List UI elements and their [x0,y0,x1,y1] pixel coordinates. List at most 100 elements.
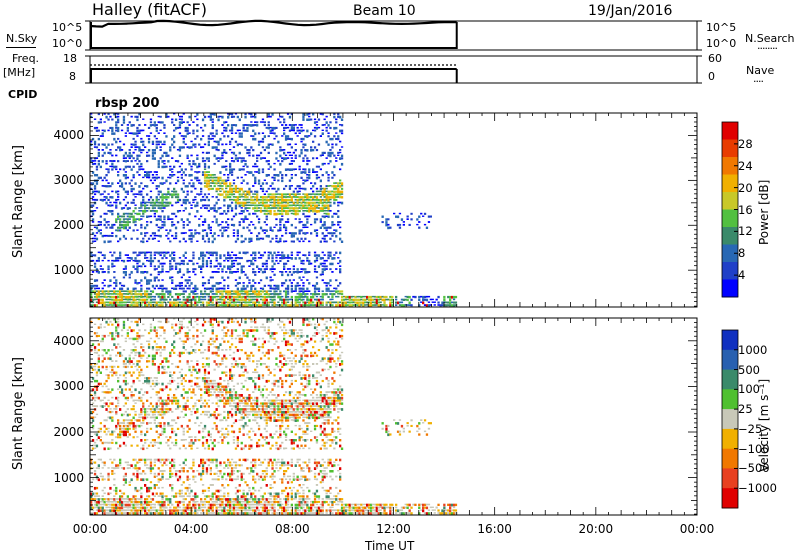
power-cell [142,140,145,143]
power-cell [161,176,164,180]
power-cell [308,251,311,254]
power-cell [329,190,332,193]
power-cell [296,190,299,193]
velocity-cell [115,492,118,495]
velocity-cell [138,374,141,377]
power-cell [300,293,303,296]
power-cell [321,132,324,135]
power-cell [246,201,249,204]
power-cell [93,210,97,212]
power-cell [95,232,99,234]
power-cell [227,287,230,289]
power-cell [196,179,199,182]
power-cell [144,185,147,188]
power-cell [288,210,292,212]
velocity-cell [171,349,174,352]
velocity-cell [93,498,97,501]
velocity-cell [155,329,158,332]
power-cell [217,157,220,159]
power-cell [91,198,95,201]
velocity-cell [173,461,176,464]
power-cell [138,298,141,301]
power-cell [273,187,276,190]
velocity-cell [161,388,164,392]
power-cell [115,301,118,304]
power-cell [294,212,297,216]
power-cell [292,201,295,205]
power-cell [97,176,100,180]
power-cell [188,279,191,282]
power-cell [225,212,228,215]
power-cell [234,187,238,191]
power-cell [117,226,120,229]
power-cell [219,254,222,257]
power-cell [321,237,324,240]
power-cell [128,149,131,151]
power-cell [302,226,305,229]
power-cell [161,210,164,213]
power-cell [232,168,236,171]
power-cell [286,257,290,259]
velocity-cell [167,509,170,511]
velocity-cell [93,416,97,418]
power-cell [192,257,195,260]
power-cell [180,135,183,137]
power-cell [190,282,193,285]
power-cell [229,198,232,201]
power-cell [304,171,307,174]
power-cell [298,304,301,306]
power-cell [263,210,266,212]
power-cell [167,176,170,179]
power-cell [205,251,209,254]
power-cell [225,257,228,260]
power-cell [229,143,232,145]
velocity-cell [138,334,141,338]
power-cell [327,135,330,138]
power-cell [292,234,295,238]
power-cell [246,298,249,301]
power-cell [217,198,220,201]
power-cell [310,146,313,149]
power-cell [290,251,293,254]
velocity-cell [95,478,99,480]
velocity-cell [149,422,153,424]
power-cell [126,201,129,204]
power-cell [194,232,197,235]
power-cell [126,218,129,221]
power-cell [327,212,330,216]
power-cell [240,290,243,293]
power-cell [288,179,292,182]
velocity-cell [167,503,170,506]
power-cell [230,160,234,162]
power-cell [246,284,249,288]
power-cell [246,290,249,293]
power-cell [325,207,328,209]
power-cell [319,218,322,221]
power-cell [188,298,191,301]
power-cell [271,301,274,304]
velocity-cell [111,334,114,338]
power-cell [236,237,239,241]
velocity-cell [159,396,162,400]
power-cell [313,298,317,301]
velocity-cell [101,354,104,357]
power-cell [184,143,187,145]
power-cell [406,215,409,218]
power-cell [290,124,293,127]
power-cell [140,290,143,292]
velocity-cell [99,430,102,433]
power-cell [232,271,236,273]
power-cell [342,295,346,298]
power-cell [169,240,172,243]
power-cell [308,298,311,302]
power-cell [331,143,334,146]
power-cell [325,301,328,304]
velocity-cell [103,318,106,320]
velocity-cell [124,337,127,340]
power-cell [155,204,158,207]
velocity-cell [153,506,156,509]
power-cell [105,304,108,306]
power-cell [408,295,411,299]
power-cell [284,193,288,196]
power-cell [302,259,305,262]
